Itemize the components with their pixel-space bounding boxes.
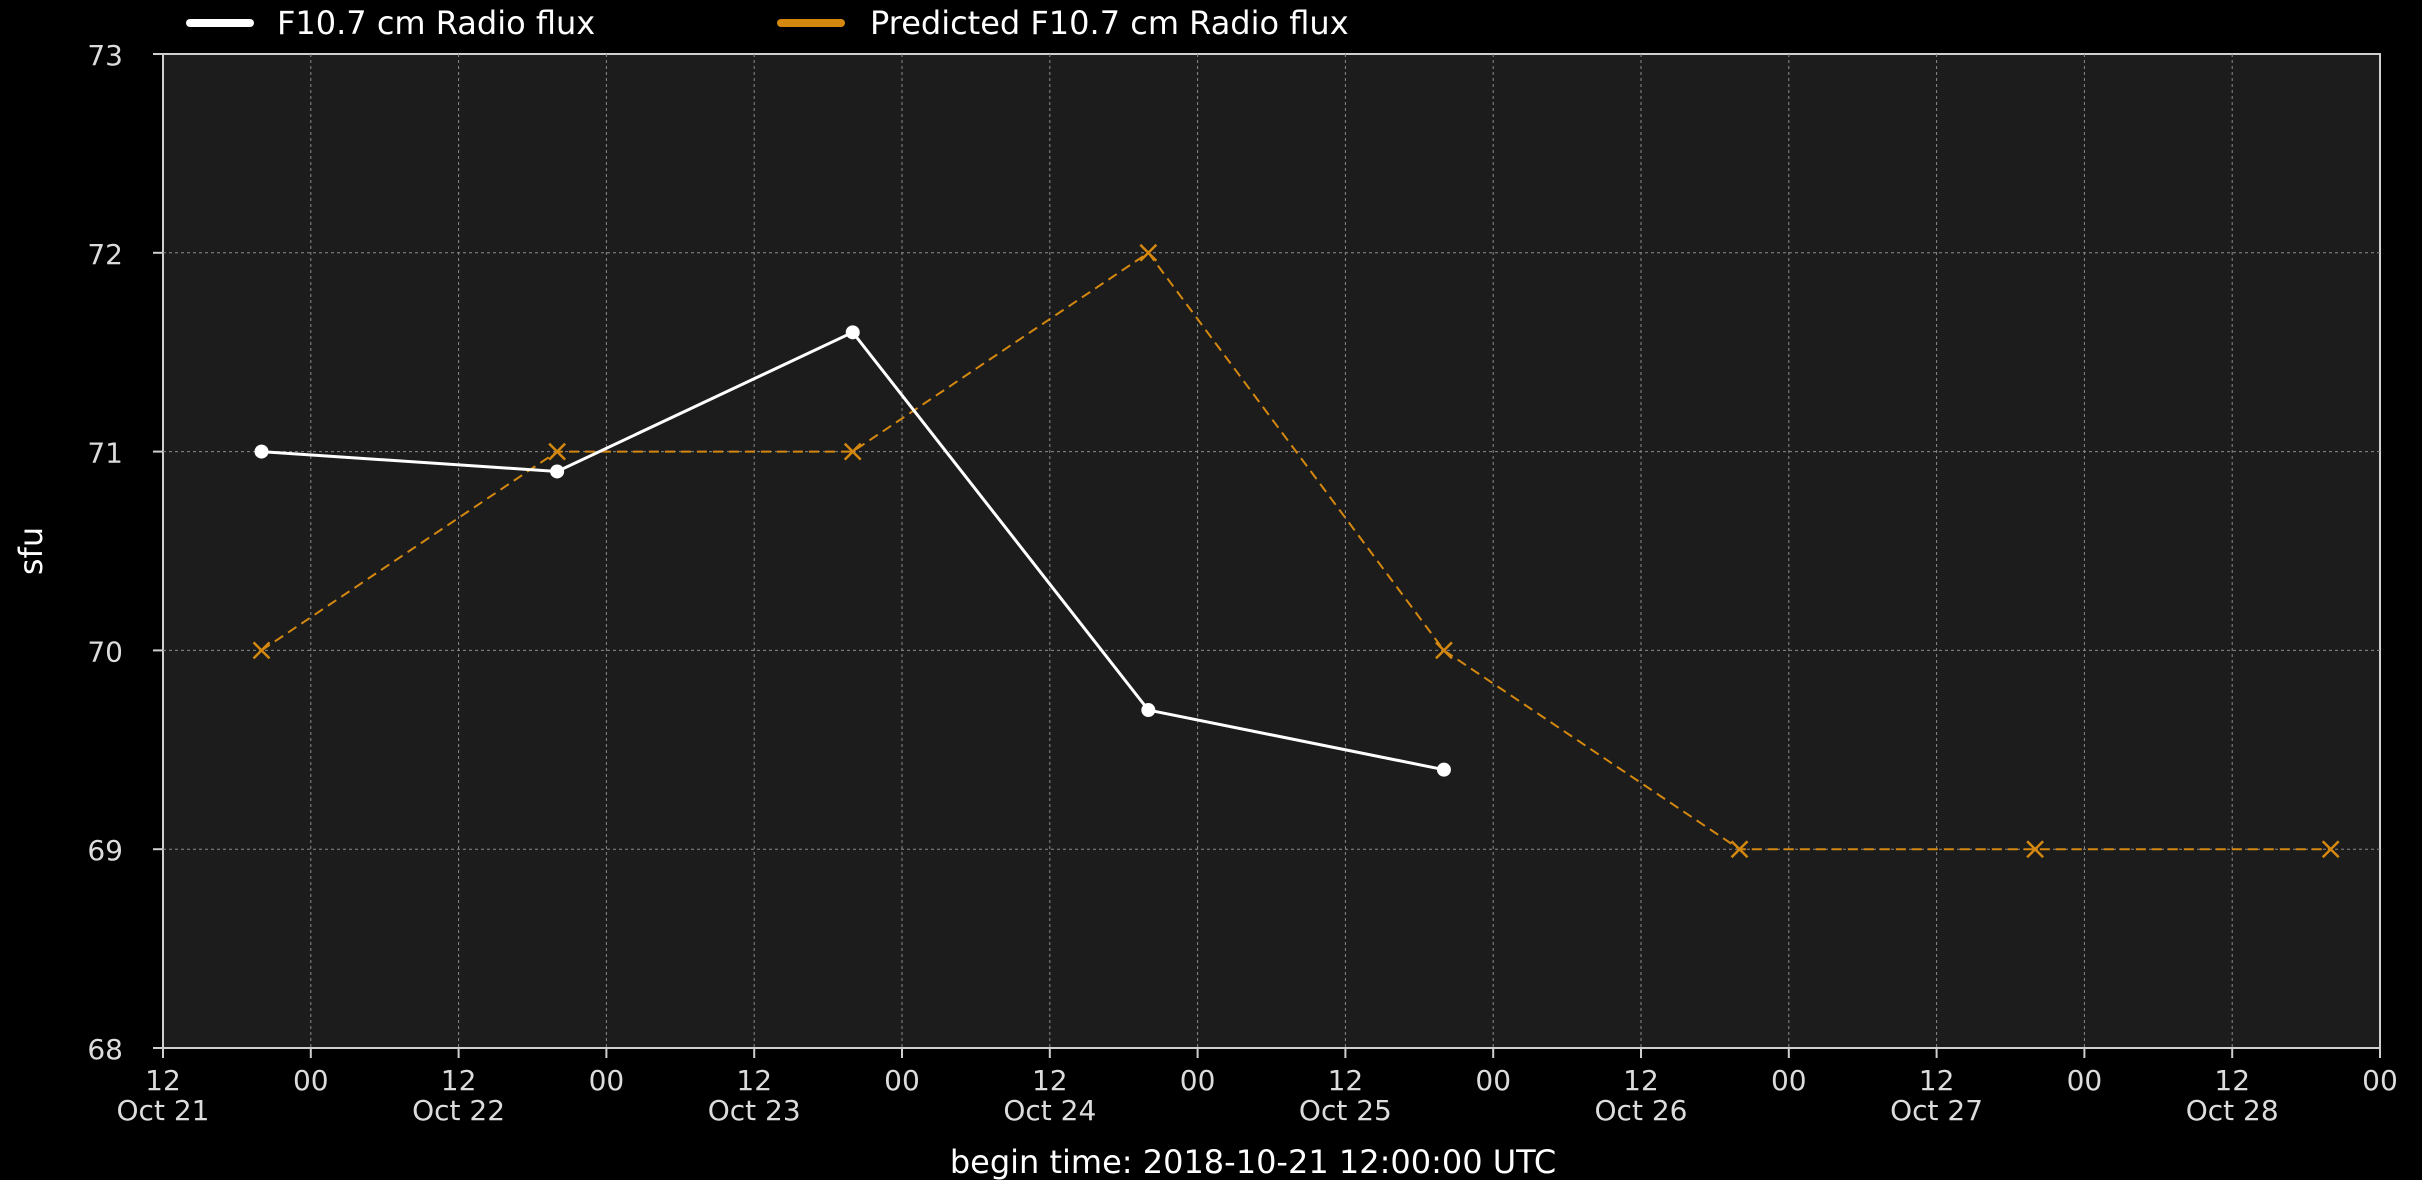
predicted-point-marker	[2026, 840, 2045, 859]
legend-label-observed: F10.7 cm Radio flux	[277, 4, 595, 42]
y-tick-label: 73	[87, 39, 123, 72]
y-tick-label: 72	[87, 238, 123, 271]
y-tick-label: 70	[87, 635, 123, 668]
predicted-point-marker	[843, 442, 862, 461]
predicted-point-marker	[1139, 243, 1158, 262]
x-axis-label: begin time: 2018-10-21 12:00:00 UTC	[950, 1143, 1556, 1180]
x-tick-label: 00	[293, 1064, 329, 1097]
predicted-point-marker	[252, 641, 271, 660]
predicted-series-line	[260, 251, 2331, 851]
y-tick-label: 68	[87, 1033, 123, 1066]
observed-point-marker	[1436, 762, 1451, 777]
x-tick-label: 12	[2214, 1064, 2250, 1097]
x-tick-date-label: Oct 28	[2186, 1094, 2279, 1127]
x-tick-label: 12	[1328, 1064, 1364, 1097]
x-tick-label: 12	[1919, 1064, 1955, 1097]
predicted-point-marker	[548, 442, 567, 461]
x-tick-label: 00	[2067, 1064, 2103, 1097]
x-tick-label: 12	[441, 1064, 477, 1097]
x-tick-label: 00	[884, 1064, 920, 1097]
x-tick-date-label: Oct 25	[1299, 1094, 1392, 1127]
x-tick-date-label: Oct 21	[117, 1094, 210, 1127]
predicted-point-marker	[1730, 840, 1749, 859]
x-tick-label: 12	[1623, 1064, 1659, 1097]
x-tick-label: 12	[145, 1064, 181, 1097]
x-tick-label: 00	[1180, 1064, 1216, 1097]
x-tick-label: 00	[1475, 1064, 1511, 1097]
x-tick-date-label: Oct 23	[708, 1094, 801, 1127]
x-tick-label: 00	[2362, 1064, 2398, 1097]
y-axis-label: sfu	[12, 527, 50, 575]
x-tick-date-label: Oct 26	[1595, 1094, 1688, 1127]
plot-area	[162, 53, 2381, 1049]
y-tick-label: 71	[87, 437, 123, 470]
observed-point-marker	[254, 444, 269, 459]
observed-point-marker	[550, 464, 565, 479]
series-layer	[252, 243, 2340, 859]
x-tick-label: 00	[1771, 1064, 1807, 1097]
x-tick-label: 00	[589, 1064, 625, 1097]
observed-point-marker	[1141, 703, 1156, 718]
legend-label-predicted: Predicted F10.7 cm Radio flux	[870, 4, 1349, 42]
predicted-point-marker	[2321, 840, 2340, 859]
x-tick-date-label: Oct 22	[412, 1094, 505, 1127]
legend: F10.7 cm Radio flux Predicted F10.7 cm R…	[186, 4, 1349, 42]
x-tick-label: 12	[1032, 1064, 1068, 1097]
observed-point-marker	[845, 325, 860, 340]
x-tick-date-label: Oct 24	[1003, 1094, 1096, 1127]
y-tick-label: 69	[87, 834, 123, 867]
x-tick-date-label: Oct 27	[1890, 1094, 1983, 1127]
x-tick-label: 12	[736, 1064, 772, 1097]
grid-lines	[163, 54, 2380, 1048]
predicted-point-marker	[1435, 641, 1453, 660]
